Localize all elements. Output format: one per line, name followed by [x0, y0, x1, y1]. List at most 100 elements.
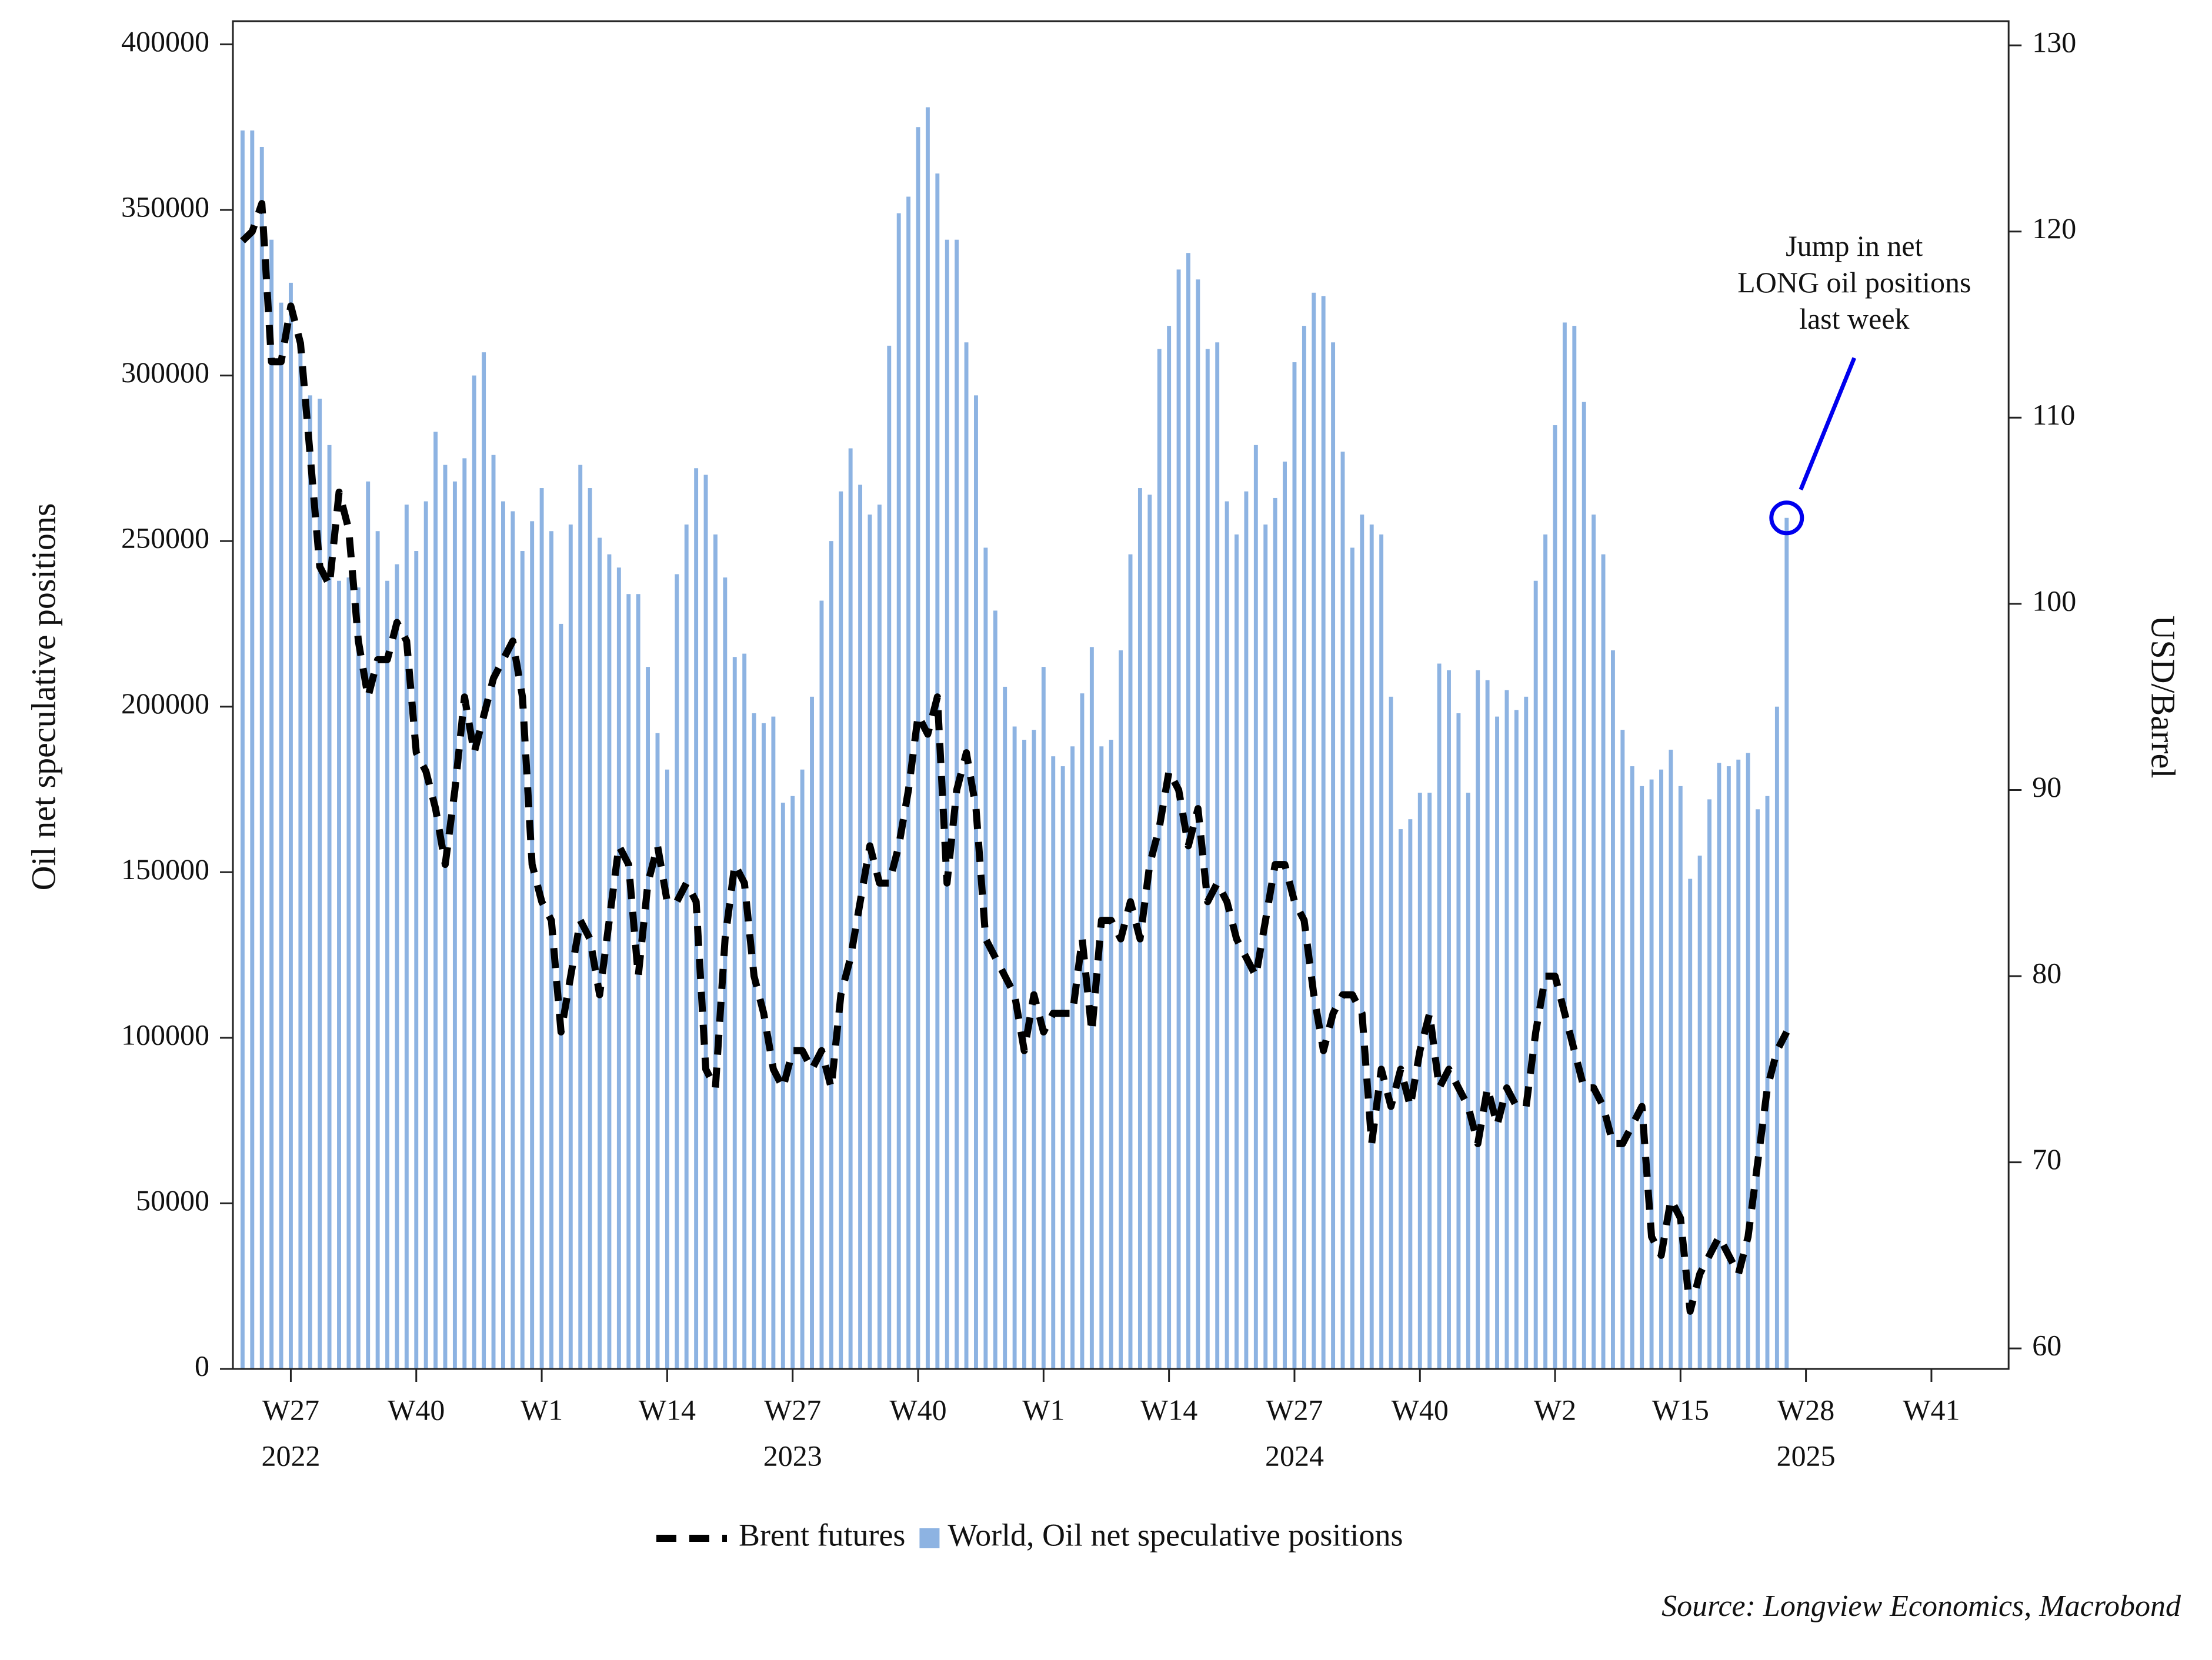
bar — [1746, 753, 1750, 1369]
bar — [1669, 749, 1673, 1369]
bar — [1756, 809, 1760, 1369]
annotation-circle — [1769, 500, 1804, 536]
bar — [655, 733, 660, 1369]
bar — [993, 610, 997, 1369]
annotation-arrow — [1799, 357, 1857, 491]
bar — [1292, 362, 1297, 1369]
bar — [1572, 326, 1577, 1369]
bar — [626, 594, 631, 1370]
bar — [395, 564, 399, 1369]
bar — [472, 375, 476, 1369]
bar — [1196, 279, 1200, 1370]
bar — [598, 537, 602, 1370]
x-year-label: 2022 — [261, 1439, 320, 1472]
bar — [414, 551, 419, 1369]
bar — [955, 239, 959, 1370]
bar — [1582, 402, 1586, 1369]
bar — [491, 455, 496, 1369]
bar — [259, 146, 264, 1369]
bar — [848, 448, 853, 1369]
bar — [250, 130, 255, 1369]
y2-tick-label: 60 — [2032, 1329, 2061, 1362]
bar — [887, 345, 892, 1369]
bar — [665, 769, 669, 1369]
bar — [1427, 793, 1432, 1369]
bar — [1147, 495, 1152, 1369]
bar — [839, 491, 843, 1370]
bar — [1379, 534, 1384, 1369]
y-tick-label: 250000 — [121, 522, 209, 555]
bar — [289, 282, 293, 1369]
bar — [539, 488, 544, 1369]
bar — [1640, 786, 1644, 1369]
bar — [703, 475, 708, 1370]
bar — [1514, 710, 1519, 1369]
bar — [1697, 856, 1702, 1369]
legend-label: Brent futures — [739, 1517, 905, 1552]
bar — [1215, 342, 1220, 1369]
bar — [578, 465, 583, 1369]
bar — [935, 173, 940, 1370]
bar — [1504, 690, 1509, 1369]
bar — [945, 239, 949, 1370]
y2-tick-label: 80 — [2032, 956, 2061, 989]
bar — [1736, 759, 1741, 1369]
bar — [771, 716, 776, 1369]
bar — [240, 130, 245, 1369]
bar — [1119, 650, 1123, 1369]
bar — [482, 352, 486, 1369]
bar — [1350, 547, 1354, 1369]
bar — [646, 667, 650, 1369]
x-tick-label: W15 — [1652, 1393, 1709, 1426]
bar — [1302, 326, 1306, 1369]
bar — [1399, 829, 1403, 1369]
y2-tick-label: 110 — [2032, 398, 2075, 431]
bar — [974, 395, 978, 1370]
bar — [1331, 342, 1336, 1369]
bar — [1080, 693, 1085, 1369]
bar — [1659, 769, 1663, 1369]
bar — [1205, 349, 1210, 1370]
y2-tick-label: 90 — [2032, 770, 2061, 803]
bar — [616, 567, 621, 1369]
bar — [346, 577, 351, 1370]
bar — [1022, 740, 1026, 1369]
x-tick-label: W27 — [262, 1393, 319, 1426]
bar — [1447, 670, 1451, 1369]
bar — [298, 342, 303, 1369]
bar — [1630, 766, 1634, 1369]
y-tick-label: 200000 — [121, 687, 209, 720]
bar — [742, 653, 747, 1369]
bar — [1456, 713, 1461, 1369]
bar — [1369, 524, 1374, 1369]
bar — [1543, 534, 1548, 1369]
bar — [810, 696, 814, 1369]
x-year-label: 2023 — [763, 1439, 822, 1472]
bar — [568, 524, 573, 1369]
bar — [752, 713, 756, 1369]
x-tick-label: W40 — [388, 1393, 445, 1426]
bar — [501, 501, 505, 1369]
bar — [1273, 497, 1277, 1370]
bar — [1253, 445, 1258, 1369]
bar — [1524, 696, 1529, 1369]
bar — [520, 551, 525, 1369]
bar — [896, 213, 901, 1370]
bar — [694, 468, 699, 1369]
bar — [1032, 730, 1036, 1369]
bar — [1340, 452, 1345, 1370]
bar — [1620, 730, 1625, 1369]
y2-tick-label: 100 — [2032, 584, 2076, 617]
bar — [983, 547, 988, 1369]
bar — [877, 505, 882, 1369]
bar — [607, 554, 612, 1370]
bar — [1610, 650, 1615, 1369]
bar — [916, 127, 920, 1370]
bar — [636, 594, 640, 1370]
bar — [1283, 461, 1287, 1369]
x-tick-label: W1 — [1022, 1393, 1065, 1426]
bar — [279, 302, 283, 1369]
bar — [1263, 524, 1268, 1369]
bar — [800, 769, 805, 1369]
